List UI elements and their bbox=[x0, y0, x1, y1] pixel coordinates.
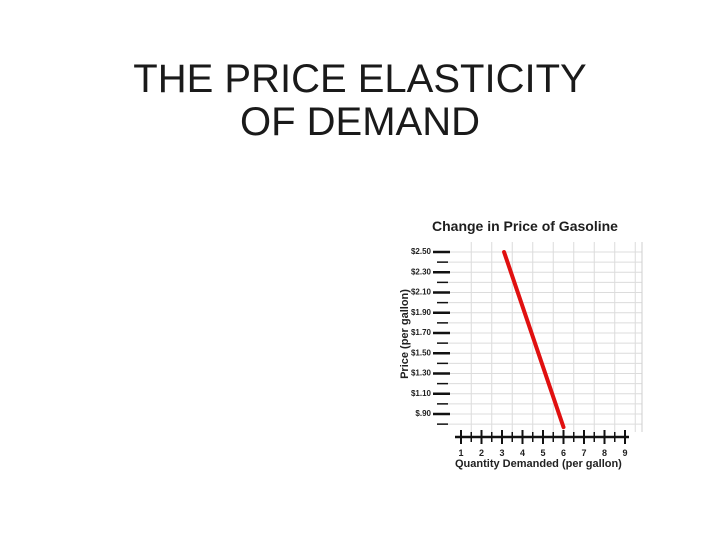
demand-line bbox=[502, 250, 566, 430]
chart-title: Change in Price of Gasoline bbox=[432, 218, 618, 234]
y-tick-label: $1.70 bbox=[411, 328, 432, 337]
x-tick-label: 6 bbox=[561, 448, 566, 458]
y-axis: $2.50 $2.30 $2.10 $1.90 $1.70 $1.50 $1.30 $1.10… bbox=[411, 247, 450, 425]
chart-grid bbox=[440, 242, 643, 432]
x-tick-label: 9 bbox=[622, 448, 627, 458]
chart-series bbox=[502, 250, 566, 430]
y-tick-label: $2.30 bbox=[411, 267, 432, 276]
y-tick-label: $.90 bbox=[415, 409, 431, 418]
slide-title-line-1: THE PRICE ELASTICITY bbox=[133, 57, 587, 101]
y-tick-label: $2.10 bbox=[411, 288, 432, 297]
x-tick-label: 2 bbox=[479, 448, 484, 458]
slide-title-line-2: OF DEMAND bbox=[240, 100, 480, 144]
x-tick-label: 8 bbox=[602, 448, 607, 458]
y-tick-label: $1.90 bbox=[411, 308, 432, 317]
x-tick-label: 5 bbox=[540, 448, 545, 458]
y-axis-label: Price (per gallon) bbox=[399, 289, 411, 379]
y-tick-label: $2.50 bbox=[411, 247, 432, 256]
x-tick-label: 7 bbox=[581, 448, 586, 458]
x-tick-label: 4 bbox=[520, 448, 525, 458]
x-tick-label: 1 bbox=[458, 448, 463, 458]
x-tick-label: 3 bbox=[499, 448, 504, 458]
x-axis-label: Quantity Demanded (per gallon) bbox=[455, 458, 622, 470]
x-axis: 1 2 3 4 5 6 7 8 9 bbox=[455, 430, 629, 458]
y-tick-label: $1.10 bbox=[411, 389, 432, 398]
y-tick-label: $1.50 bbox=[411, 348, 432, 357]
slide-title: THE PRICE ELASTICITY OF DEMAND bbox=[60, 58, 660, 144]
y-tick-label: $1.30 bbox=[411, 369, 432, 378]
